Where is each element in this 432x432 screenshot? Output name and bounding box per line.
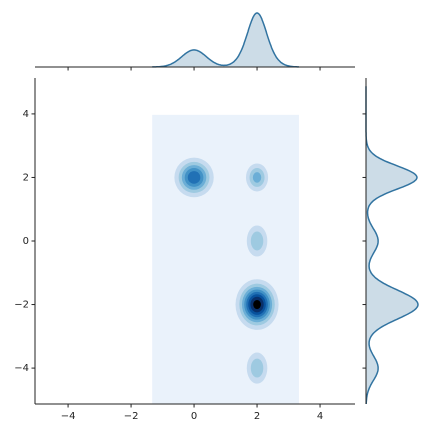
y-tick-label: 4 [23, 109, 29, 120]
y-tick-label: 2 [23, 172, 29, 183]
axes: −4 −2 0 2 4 −4 −2 0 2 4 [14, 66, 367, 422]
kde-contour [187, 171, 201, 184]
x-tick-label: 0 [191, 411, 197, 422]
x-tick-label: 4 [317, 411, 323, 422]
kde-contour [250, 358, 264, 378]
kde-contour [253, 300, 261, 310]
marginal-line [152, 12, 299, 68]
main-plot [152, 114, 299, 404]
x-tick-label: −2 [124, 411, 139, 422]
top-marginal [152, 12, 299, 68]
x-tick-label: −4 [61, 411, 76, 422]
y-tick-label: −2 [14, 300, 29, 311]
kde-contour [250, 231, 264, 251]
marginal-area [152, 13, 299, 67]
right-marginal [365, 86, 419, 405]
y-tick-label: −4 [14, 363, 29, 374]
kde-support [152, 114, 299, 404]
kde-contour [252, 172, 262, 183]
y-tick-label: 0 [23, 236, 29, 247]
marginal-area [366, 86, 418, 405]
x-tick-label: 2 [254, 411, 260, 422]
